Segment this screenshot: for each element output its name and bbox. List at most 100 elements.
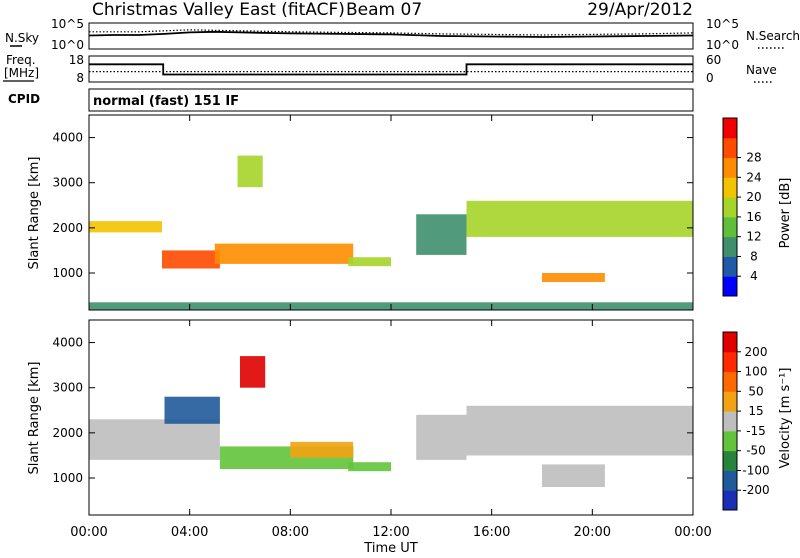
- colorbar-swatch-8: [723, 332, 737, 353]
- scatter-region-6: [416, 414, 467, 460]
- colorbar-tick-label: 12: [746, 230, 761, 244]
- noise-right-tick-bottom: 10^0: [706, 38, 739, 52]
- colorbar-swatch-6: [723, 157, 737, 178]
- noise-series-nsky: [88, 30, 694, 38]
- nsearch-label: N.Search: [746, 29, 800, 43]
- colorbar-tick-label: -200: [742, 483, 769, 497]
- x-tick-label: 00:00: [70, 525, 107, 540]
- noise-right-tick-top: 10^5: [706, 17, 739, 31]
- colorbar-tick-label: 4: [750, 269, 758, 283]
- colorbar-swatch-6: [723, 371, 737, 392]
- nave-tick-top: 60: [706, 53, 721, 67]
- x-tick-label: 04:00: [171, 525, 208, 540]
- colorbar-swatch-8: [723, 118, 737, 139]
- colorbar-swatch-5: [723, 391, 737, 412]
- scatter-region-3: [237, 155, 263, 188]
- power-colorbar-label: Power [dB]: [778, 178, 793, 249]
- noise-left-tick-top: 10^5: [51, 17, 84, 31]
- noise-left-tick-bottom: 10^0: [51, 38, 84, 52]
- colorbar-swatch-4: [723, 197, 737, 218]
- nave-tick-bottom: 0: [706, 71, 714, 85]
- colorbar-tick-label: 100: [745, 365, 768, 379]
- colorbar-swatch-2: [723, 450, 737, 471]
- freq-series-line: [89, 63, 693, 76]
- date-label: 29/Apr/2012: [587, 0, 693, 20]
- colorbar-frame: [722, 117, 738, 297]
- freq-panel-frame: [88, 55, 694, 83]
- cpid-panel-frame: [88, 88, 694, 112]
- colorbar-tick-label: 50: [748, 384, 763, 398]
- colorbar-swatch-3: [723, 216, 737, 238]
- colorbar-tick-label: 28: [746, 151, 761, 165]
- colorbar-swatch-0: [723, 490, 737, 511]
- colorbar-swatch-5: [723, 177, 737, 198]
- colorbar-tick-label: 15: [748, 404, 763, 418]
- x-tick-label: 20:00: [574, 525, 611, 540]
- colorbar-swatch-2: [723, 236, 737, 257]
- colorbar-swatch-0: [723, 276, 737, 297]
- freq-series-group: [89, 63, 693, 76]
- x-tick-label: 12:00: [372, 525, 409, 540]
- cpid-text: normal (fast) 151 IF: [93, 94, 239, 109]
- velocity-heatmap-cells: [89, 356, 693, 487]
- y-tick-label: 2000: [52, 426, 83, 440]
- colorbar-tick-label: -100: [742, 463, 769, 477]
- y-tick-label: 1000: [52, 266, 83, 280]
- scatter-region-0: [89, 221, 162, 233]
- velocity-colorbar-label: Velocity [m s⁻¹]: [778, 368, 793, 469]
- colorbar-tick-label: -50: [746, 444, 766, 458]
- x-tick-label: 00:00: [674, 525, 711, 540]
- noise-series-nsearch: [89, 29, 694, 36]
- time-axis-label: Time UT: [363, 541, 417, 554]
- colorbar-swatch-1: [723, 256, 737, 277]
- colorbar-tick-label: 200: [745, 345, 768, 359]
- nsky-label: N.Sky: [5, 31, 39, 45]
- colorbar-tick-label: 20: [746, 190, 761, 204]
- time-axis-ticks: 00:00 04:00 08:00 12:00 16:00 20:00 00:00: [70, 115, 712, 540]
- velocity-ylabel: Slant Range [km]: [27, 362, 42, 475]
- colorbar-swatch-3: [723, 430, 737, 452]
- freq-tick-bottom: 8: [76, 71, 84, 85]
- colorbar-tick-label: 16: [746, 210, 761, 224]
- scatter-region-5: [348, 462, 391, 472]
- freq-label: Freq.: [6, 53, 36, 67]
- x-tick-label: 08:00: [272, 525, 309, 540]
- cpid-label: CPID: [8, 92, 40, 106]
- scatter-region-4: [348, 257, 391, 267]
- scatter-region-7: [466, 405, 693, 456]
- y-tick-label: 3000: [52, 381, 83, 395]
- freq-tick-top: 18: [69, 53, 84, 67]
- station-title: Christmas Valley East (fitACF): [92, 0, 345, 20]
- scatter-region-2: [214, 243, 354, 264]
- scatter-region-1: [164, 396, 220, 424]
- power-ylabel: Slant Range [km]: [27, 157, 42, 270]
- velocity-y-ticks: 1000 2000 3000 4000: [52, 336, 693, 485]
- beam-label: Beam 07: [346, 0, 422, 20]
- x-tick-label: 16:00: [473, 525, 510, 540]
- colorbar-frame: [722, 331, 738, 511]
- velocity-colorbar: 200 100 50 15 -15 -50 -100 -200: [722, 331, 770, 511]
- colorbar-tick-label: 8: [750, 249, 758, 263]
- colorbar-swatch-1: [723, 470, 737, 491]
- scatter-region-1: [162, 250, 220, 269]
- scatter-region-0: [89, 419, 220, 460]
- scatter-region-8: [542, 464, 605, 487]
- noise-series-group: [88, 29, 694, 38]
- scatter-region-3: [290, 441, 354, 458]
- scatter-region-7: [542, 273, 605, 282]
- scatter-region-6: [466, 200, 693, 237]
- colorbar-tick-label: 24: [746, 170, 761, 184]
- y-tick-label: 4000: [52, 131, 83, 145]
- colorbar-swatch-7: [723, 137, 737, 159]
- power-heatmap-cells: [89, 155, 693, 310]
- colorbar-swatch-4: [723, 411, 737, 432]
- y-tick-label: 4000: [52, 336, 83, 350]
- y-tick-label: 3000: [52, 176, 83, 190]
- power-colorbar: 4 8 12 16 20 24 28: [722, 117, 762, 297]
- power-y-ticks: 1000 2000 3000 4000: [52, 131, 693, 280]
- y-tick-label: 2000: [52, 221, 83, 235]
- freq-unit-label: [MHz]: [4, 66, 39, 80]
- colorbar-swatch-7: [723, 351, 737, 373]
- y-tick-label: 1000: [52, 471, 83, 485]
